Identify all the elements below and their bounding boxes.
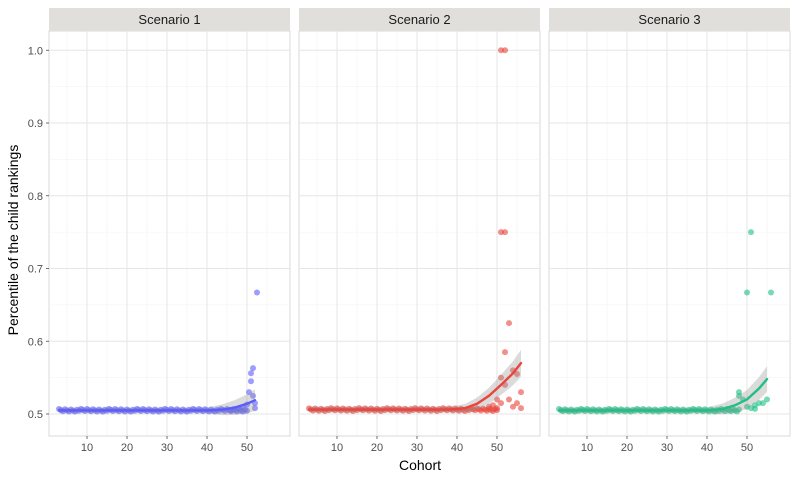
data-point xyxy=(498,400,504,407)
x-tick-label: 30 xyxy=(411,442,423,454)
x-tick-label: 10 xyxy=(331,442,343,454)
x-tick-label: 30 xyxy=(161,442,173,454)
x-tick-label: 50 xyxy=(241,442,253,454)
x-tick-label: 30 xyxy=(661,442,673,454)
data-point xyxy=(736,392,742,399)
fit-line xyxy=(57,399,257,412)
facet-strip xyxy=(299,8,540,31)
panel-background xyxy=(548,30,791,437)
data-point xyxy=(248,370,254,377)
confidence-band xyxy=(59,389,255,416)
data-point xyxy=(502,349,508,356)
facet-panel-3: Scenario 3 10 20 30 40 50 xyxy=(548,8,791,454)
data-point xyxy=(498,374,504,381)
x-tick-label: 10 xyxy=(581,442,593,454)
data-point xyxy=(246,389,252,396)
data-point xyxy=(254,289,260,296)
data-point xyxy=(514,400,520,407)
fit-line xyxy=(557,377,769,412)
x-tick-label: 20 xyxy=(121,442,133,454)
y-tick-label: 0.7 xyxy=(28,264,43,276)
facet-strip xyxy=(49,8,290,31)
x-tick-label: 20 xyxy=(371,442,383,454)
data-point xyxy=(506,396,512,403)
x-axis-title: Cohort xyxy=(399,457,441,473)
y-tick-label: 0.5 xyxy=(28,409,43,421)
y-tick-label: 0.6 xyxy=(28,336,43,348)
data-point xyxy=(244,407,250,414)
data-point xyxy=(494,396,500,403)
data-point xyxy=(768,289,774,296)
fit-line xyxy=(307,361,523,411)
facet-strip-label: Scenario 3 xyxy=(638,12,700,27)
data-point xyxy=(764,396,770,403)
x-tick-label: 10 xyxy=(81,442,93,454)
data-point xyxy=(494,405,500,412)
data-point xyxy=(250,365,256,372)
facet-strip xyxy=(549,8,790,31)
y-axis-title: Percentile of the child rankings xyxy=(5,145,21,336)
facet-strip-label: Scenario 2 xyxy=(388,12,450,27)
data-point xyxy=(486,403,492,410)
data-point xyxy=(248,378,254,385)
data-point xyxy=(502,47,508,54)
x-tick-label: 50 xyxy=(741,442,753,454)
y-tick-label: 0.9 xyxy=(28,118,43,130)
x-tick-label: 40 xyxy=(701,442,713,454)
data-point xyxy=(250,392,256,399)
y-tick-label: 1.0 xyxy=(28,45,43,57)
x-tick-label: 20 xyxy=(621,442,633,454)
data-point xyxy=(752,405,758,412)
data-point xyxy=(510,403,516,410)
data-point xyxy=(518,389,524,396)
x-tick-label: 50 xyxy=(491,442,503,454)
data-point xyxy=(760,400,766,407)
x-tick-label: 40 xyxy=(451,442,463,454)
x-tick-label: 40 xyxy=(201,442,213,454)
data-point xyxy=(744,289,750,296)
data-point xyxy=(502,229,508,236)
facet-strip-label: Scenario 1 xyxy=(138,12,200,27)
data-point xyxy=(518,405,524,412)
facet-panel-2: Scenario 2 10 20 30 40 50 xyxy=(298,8,541,454)
data-point xyxy=(736,406,742,413)
data-point xyxy=(252,405,258,412)
data-point xyxy=(514,370,520,377)
data-point xyxy=(506,320,512,327)
y-tick-label: 0.8 xyxy=(28,191,43,203)
facet-panel-1: Scenario 1 10 20 30 40 50 0.5 0.6 0.7 0.8 0.9 1.0 xyxy=(28,8,291,454)
panel-background xyxy=(48,30,291,437)
data-point xyxy=(748,229,754,236)
